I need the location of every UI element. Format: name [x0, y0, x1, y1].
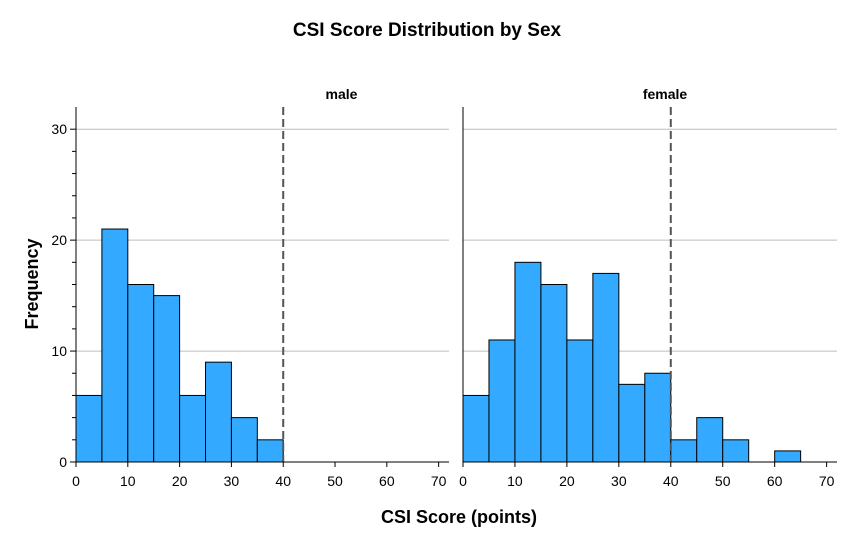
y-tick-label: 30: [51, 121, 67, 137]
histogram-bar: [230, 417, 258, 463]
x-tick-label: 70: [819, 473, 835, 489]
y-tick-label: 10: [51, 343, 67, 359]
histogram-bar: [644, 372, 672, 463]
histogram-bar: [566, 339, 594, 463]
histogram-bar: [462, 394, 490, 463]
panel-female: 0 10 20 30 40 50 60 70 female: [459, 86, 837, 489]
x-tick-label: 50: [327, 473, 343, 489]
panel-male: 0 10 20 30 40 50 60 70 male 0 10 20 30: [51, 86, 449, 489]
chart-panels: 0 10 20 30 40 50 60 70 male 0 10 20 30 0 10 20 30 40 50 60 7…: [51, 86, 837, 489]
x-tick-label: 60: [379, 473, 395, 489]
histogram-bar: [618, 383, 646, 463]
panel-label-female: female: [643, 86, 688, 102]
histogram-bar: [540, 284, 568, 463]
histogram-bar: [205, 361, 232, 463]
histogram-bar: [179, 394, 207, 463]
histogram-bar: [670, 439, 698, 463]
y-axis-title: Frequency: [22, 238, 42, 329]
histogram-bar: [256, 439, 284, 463]
y-tick-label: 20: [51, 232, 67, 248]
histogram-bar: [101, 228, 129, 463]
histogram-bar: [127, 284, 155, 463]
x-tick-label: 20: [559, 473, 575, 489]
x-tick-label: 70: [431, 473, 447, 489]
x-tick-label: 10: [507, 473, 523, 489]
histogram-bar: [696, 417, 724, 463]
x-tick-label: 60: [767, 473, 783, 489]
chart-title: CSI Score Distribution by Sex: [293, 20, 562, 41]
x-tick-label: 0: [72, 473, 80, 489]
x-tick-label: 20: [172, 473, 188, 489]
x-tick-label: 30: [611, 473, 627, 489]
histogram-bar: [514, 261, 542, 463]
histogram-bar: [774, 450, 802, 463]
panel-label-male: male: [326, 86, 358, 102]
histogram-bar: [153, 295, 181, 463]
histogram-bar: [722, 439, 750, 463]
x-tick-label: 0: [459, 473, 467, 489]
histogram-bar: [75, 394, 103, 463]
x-tick-label: 40: [663, 473, 679, 489]
histogram-bar: [592, 272, 620, 463]
x-tick-label: 40: [275, 473, 291, 489]
y-tick-label: 0: [59, 454, 67, 470]
histogram-bar: [488, 339, 516, 463]
x-tick-label: 50: [715, 473, 731, 489]
x-tick-label: 30: [224, 473, 240, 489]
x-tick-label: 10: [120, 473, 136, 489]
x-axis-title: CSI Score (points): [381, 507, 537, 527]
